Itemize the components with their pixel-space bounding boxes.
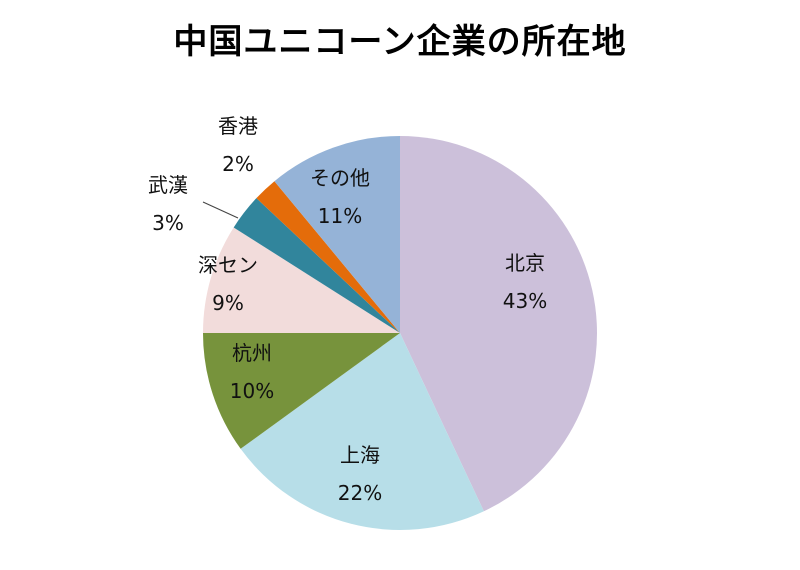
slice-percent-label: 10% <box>230 379 274 403</box>
pie-slice-4 <box>233 198 400 333</box>
slice-percent-label: 3% <box>152 211 184 235</box>
slice-percent-label: 9% <box>212 291 244 315</box>
slice-category-label: 北京 <box>505 251 545 275</box>
pie-slice-3 <box>203 227 400 333</box>
chart-title: 中国ユニコーン企業の所在地 <box>173 22 627 62</box>
slice-category-label: 杭州 <box>232 341 272 365</box>
slice-category-label: 武漢 <box>148 173 188 197</box>
leader-line <box>202 201 239 219</box>
pie-slice-2 <box>203 333 400 449</box>
slice-percent-label: 43% <box>503 289 547 313</box>
slice-percent-label: 22% <box>338 481 382 505</box>
slice-percent-label: 2% <box>222 152 254 176</box>
slice-category-label: 上海 <box>340 443 380 467</box>
slice-percent-label: 11% <box>318 204 362 228</box>
pie-slice-5 <box>256 181 400 333</box>
pie-slice-0 <box>400 136 597 512</box>
pie-slice-6 <box>274 136 400 333</box>
slice-category-label: 深セン <box>198 253 258 277</box>
slice-category-label: その他 <box>310 166 370 190</box>
slice-category-label: 香港 <box>218 114 258 138</box>
pie-slice-1 <box>240 333 484 530</box>
